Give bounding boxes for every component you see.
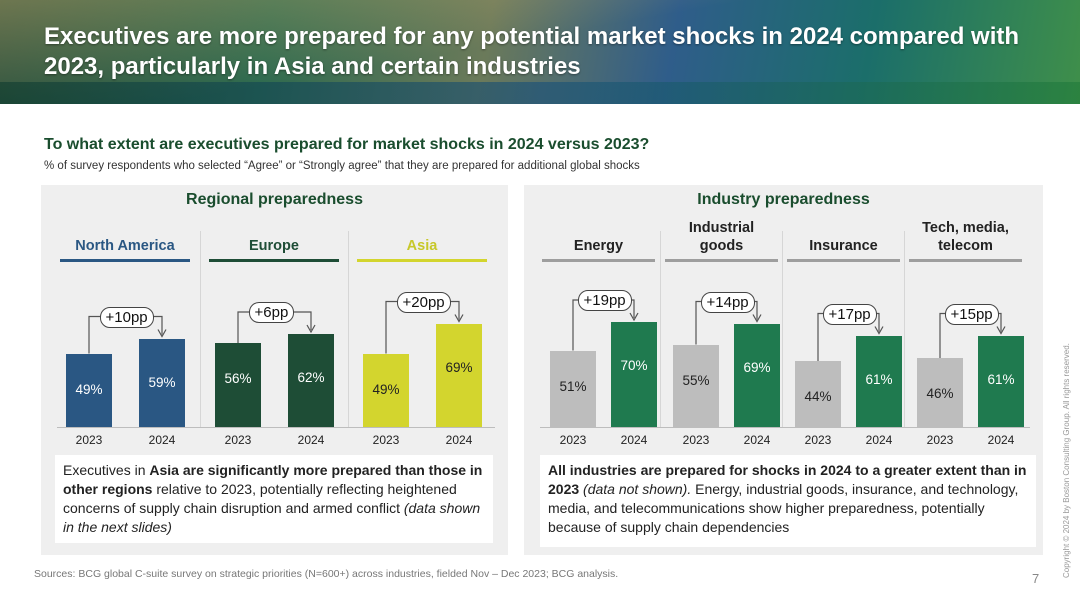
bar-asia-2023 [363, 353, 409, 427]
bar-north-america-2024 [139, 338, 185, 427]
slide-title: Executives are more prepared for any pot… [44, 23, 1020, 80]
chart-baseline [57, 427, 495, 428]
group-header-industrial-goods: Industrial goods [688, 220, 755, 254]
chart-question: To what extent are executives prepared f… [44, 136, 650, 153]
group-header-north-america: North America [75, 238, 175, 254]
year-label-2023: 2023 [224, 433, 252, 447]
group-rule-insurance [787, 259, 900, 262]
delta-badge-energy: +19pp [577, 290, 632, 311]
arrowhead-north-america [157, 329, 167, 338]
group-separator [660, 231, 661, 427]
bar-label-tech-media-telecom-2023: 46% [926, 386, 954, 401]
group-separator [348, 231, 349, 427]
group-header-insurance: Insurance [809, 238, 878, 254]
bar-insurance-2024 [856, 335, 902, 427]
group-header-asia: Asia [406, 238, 438, 254]
arrowhead-industrial-goods [752, 314, 762, 323]
group-rule-industrial-goods [665, 259, 778, 262]
bar-energy-2023 [550, 350, 596, 427]
group-header-europe: Europe [249, 238, 299, 254]
bar-insurance-2023 [795, 361, 841, 427]
year-label-2024: 2024 [620, 433, 648, 447]
group-header-tech-media-telecom: Tech, media, telecom [922, 220, 1009, 254]
bar-europe-2023 [215, 343, 261, 427]
group-rule-asia [357, 259, 487, 262]
delta-badge-north-america: +10pp [99, 306, 154, 328]
bar-energy-2024 [611, 322, 657, 427]
bar-label-tech-media-telecom-2024: 61% [987, 371, 1015, 387]
year-label-2023: 2023 [926, 433, 954, 447]
year-label-2024: 2024 [148, 433, 176, 447]
header-banner: Executives are more prepared for any pot… [0, 0, 1080, 104]
delta-badge-asia: +20pp [396, 291, 451, 313]
bar-industrial-goods-2024 [734, 323, 780, 427]
regional-note: Executives in Asia are significantly mor… [55, 455, 493, 543]
arrowhead-insurance [874, 326, 884, 335]
year-label-2023: 2023 [804, 433, 832, 447]
group-rule-north-america [60, 259, 190, 262]
year-label-2024: 2024 [865, 433, 893, 447]
year-label-2024: 2024 [743, 433, 771, 447]
bar-industrial-goods-2023 [673, 344, 719, 427]
delta-badge-insurance: +17pp [822, 303, 877, 325]
arrowhead-asia [454, 314, 464, 323]
group-rule-europe [209, 259, 339, 262]
arrowhead-europe [306, 324, 316, 334]
industry-note: All industries are prepared for shocks i… [540, 455, 1036, 547]
bar-tech-media-telecom-2024 [978, 335, 1024, 427]
industry-panel: Industry preparedness All industries are… [524, 185, 1043, 555]
year-label-2023: 2023 [75, 433, 103, 447]
group-header-energy: Energy [573, 238, 624, 254]
bar-label-asia-2024: 69% [445, 359, 473, 375]
year-label-2024: 2024 [987, 433, 1015, 447]
bar-label-insurance-2024: 61% [865, 371, 893, 387]
chart-baseline [540, 427, 1030, 428]
bar-europe-2024 [288, 334, 334, 427]
bar-label-insurance-2023: 44% [804, 389, 832, 404]
year-label-2024: 2024 [445, 433, 473, 447]
arrowhead-tech-media-telecom [996, 326, 1006, 335]
copyright-text: Copyright © 2024 by Boston Consulting Gr… [1062, 343, 1071, 578]
group-separator [782, 231, 783, 427]
delta-badge-industrial-goods: +14pp [700, 291, 755, 313]
regional-panel: Regional preparedness Executives in Asia… [41, 185, 508, 555]
industry-title: Industry preparedness [697, 191, 870, 208]
bar-label-industrial-goods-2023: 55% [682, 372, 710, 388]
year-label-2023: 2023 [559, 433, 587, 447]
bar-label-energy-2024: 70% [620, 358, 648, 373]
chart-subtitle: % of survey respondents who selected “Ag… [44, 160, 640, 172]
group-separator [904, 231, 905, 427]
source-note: Sources: BCG global C-suite survey on st… [34, 568, 619, 580]
year-label-2024: 2024 [297, 433, 325, 447]
group-separator [200, 231, 201, 427]
bar-label-europe-2023: 56% [224, 371, 252, 386]
regional-title: Regional preparedness [186, 191, 363, 208]
bar-north-america-2023 [66, 353, 112, 427]
year-label-2023: 2023 [372, 433, 400, 447]
bar-label-energy-2023: 51% [559, 378, 587, 394]
bar-tech-media-telecom-2023 [917, 358, 963, 427]
bar-label-north-america-2023: 49% [75, 381, 103, 397]
bar-label-industrial-goods-2024: 69% [743, 359, 771, 375]
year-label-2023: 2023 [682, 433, 710, 447]
arrowhead-energy [629, 312, 639, 322]
group-rule-tech-media-telecom [909, 259, 1022, 262]
delta-badge-tech-media-telecom: +15pp [944, 303, 999, 325]
group-rule-energy [542, 259, 655, 262]
bar-label-north-america-2024: 59% [148, 374, 176, 390]
bar-label-asia-2023: 49% [372, 381, 400, 397]
bar-label-europe-2024: 62% [297, 370, 325, 385]
page-number: 7 [1032, 571, 1040, 586]
bar-asia-2024 [436, 323, 482, 427]
delta-badge-europe: +6pp [248, 302, 295, 323]
